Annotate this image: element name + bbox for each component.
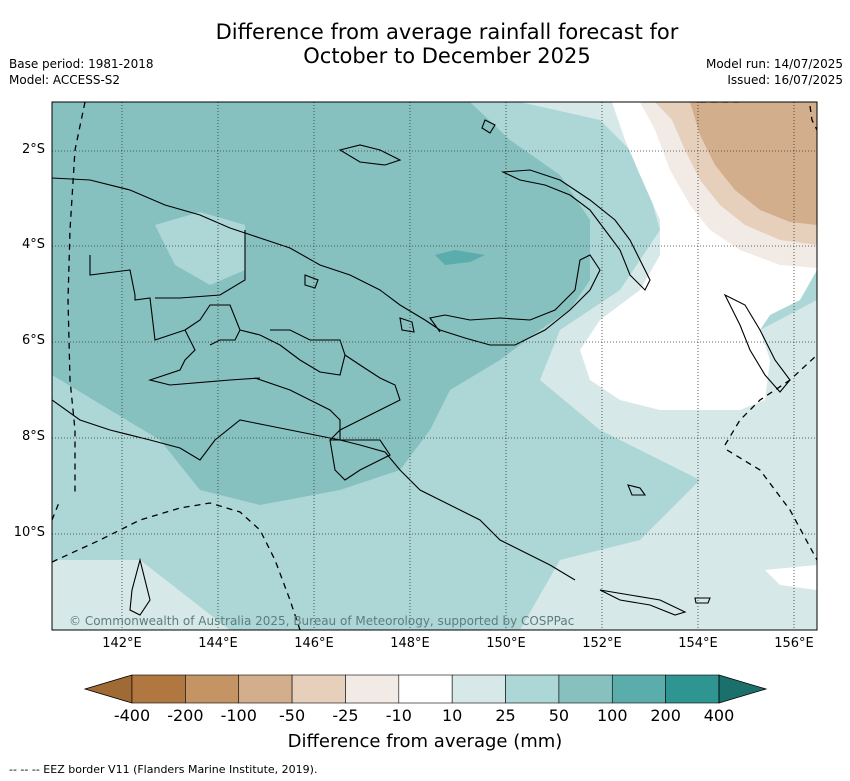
lon-tick-label: 148°E <box>390 636 430 651</box>
contour-25-50-pocket <box>155 212 245 285</box>
colorbar-segment <box>611 674 666 704</box>
copyright-notice: © Commonwealth of Australia 2025, Bureau… <box>69 614 575 628</box>
lon-tick-label: 142°E <box>102 636 142 651</box>
colorbar-tick-label: 200 <box>650 706 681 725</box>
map-area <box>52 102 817 630</box>
colorbar-tick-label: 50 <box>548 706 570 725</box>
colorbar-segment <box>291 674 346 704</box>
graticule <box>52 102 817 630</box>
contour-50-100 <box>52 102 590 505</box>
colorbar-segment <box>131 674 186 704</box>
lat-tick-label: 10°S <box>13 525 45 540</box>
colorbar-tick-label: -25 <box>332 706 359 725</box>
colorbar <box>83 674 768 704</box>
lon-tick-label: 144°E <box>198 636 238 651</box>
colorbar-title: Difference from average (mm) <box>287 731 563 752</box>
base-period: Base period: 1981-2018 <box>9 57 154 71</box>
colorbar-segment <box>238 674 293 704</box>
meta-left: Base period: 1981-2018 Model: ACCESS-S2 <box>9 56 154 88</box>
colorbar-tick-label: 25 <box>495 706 516 725</box>
colorbar-segment <box>451 674 506 704</box>
contour-minus50-100 <box>690 102 817 225</box>
title-line-2: October to December 2025 <box>303 44 591 68</box>
issued-date: Issued: 16/07/2025 <box>727 73 843 87</box>
colorbar-tick-label: -400 <box>113 706 151 725</box>
map-title: Difference from average rainfall forecas… <box>150 20 744 68</box>
colorbar-tick-label: -10 <box>385 706 412 725</box>
colorbar-segment <box>558 674 613 704</box>
colorbar-tick-label: -50 <box>279 706 306 725</box>
colorbar-segment <box>185 674 240 704</box>
lat-tick-label: 4°S <box>21 237 45 252</box>
lat-tick-label: 8°S <box>21 429 45 444</box>
lon-tick-label: 146°E <box>294 636 334 651</box>
title-line-1: Difference from average rainfall forecas… <box>215 20 679 44</box>
lon-tick-label: 152°E <box>582 636 622 651</box>
model-run: Model run: 14/07/2025 <box>705 57 843 71</box>
colorbar-segment <box>398 674 453 704</box>
colorbar-tick-label: -100 <box>220 706 257 725</box>
meta-right: Model run: 14/07/2025 Issued: 16/07/2025 <box>706 56 843 88</box>
colorbar-tick-label: 400 <box>703 706 735 725</box>
coastlines <box>52 119 791 616</box>
colorbar-tick-label: -200 <box>167 706 204 725</box>
model-name: Model: ACCESS-S2 <box>9 73 121 87</box>
lon-tick-label: 154°E <box>678 636 718 651</box>
lon-tick-label: 150°E <box>486 636 526 651</box>
colorbar-segment <box>665 674 720 704</box>
colorbar-segment <box>505 674 560 704</box>
colorbar-tick-label: 10 <box>441 706 463 725</box>
lat-tick-label: 6°S <box>21 333 45 348</box>
map-frame <box>51 101 818 631</box>
colorbar-tick-label: 100 <box>596 706 628 725</box>
colorbar-extend-high <box>718 674 768 704</box>
contour-100-200 <box>435 250 485 265</box>
eez-borders <box>52 102 817 630</box>
eez-footnote: -- -- -- EEZ border V11 (Flanders Marine… <box>9 763 318 776</box>
colorbar-segment <box>345 674 400 704</box>
lon-tick-label: 156°E <box>774 636 814 651</box>
colorbar-extend-low <box>83 674 133 704</box>
lat-tick-label: 2°S <box>21 142 45 157</box>
